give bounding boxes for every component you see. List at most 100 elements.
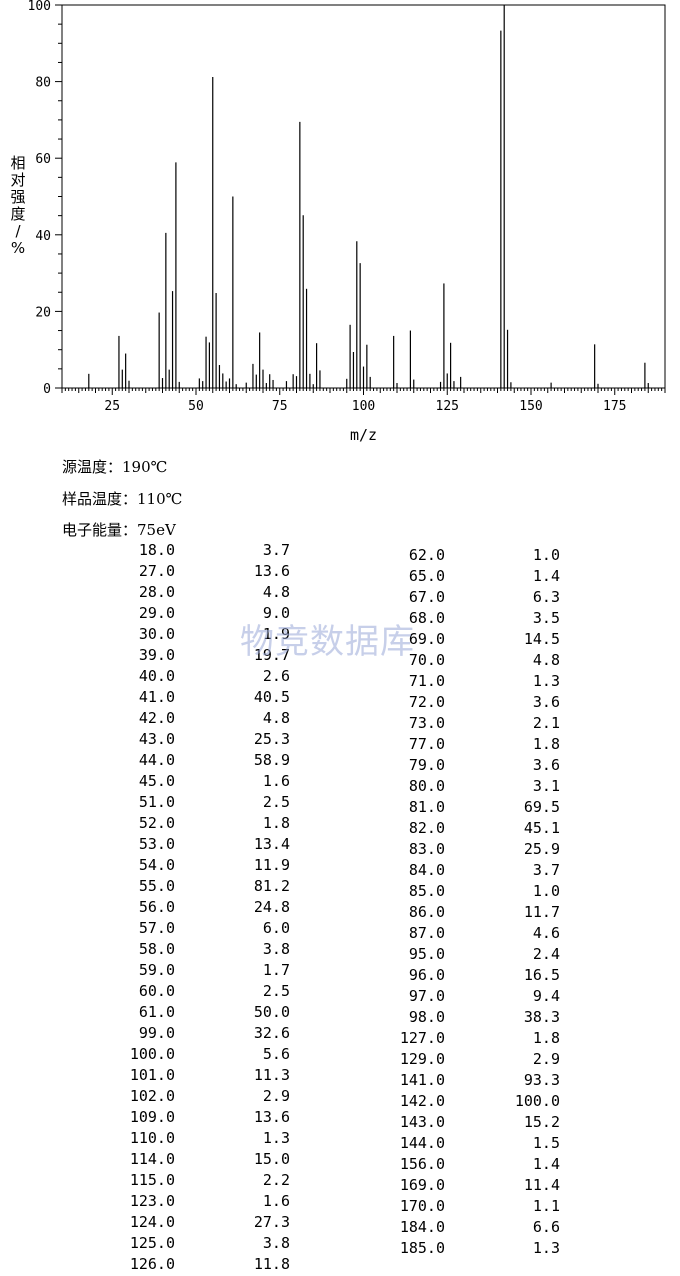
table-row: 129.0 2.9 <box>370 1049 560 1070</box>
plot-frame <box>61 4 666 389</box>
mz-value: 126.0 <box>129 1255 175 1273</box>
table-row: 41.0 40.5 <box>100 687 290 708</box>
table-row: 185.0 1.3 <box>370 1238 560 1259</box>
abundance-value: 50.0 <box>253 1003 290 1021</box>
abundance-value: 1.3 <box>532 672 560 690</box>
table-row: 82.0 45.1 <box>370 818 560 839</box>
mz-value: 86.0 <box>408 903 445 921</box>
table-row: 124.0 27.3 <box>100 1212 290 1233</box>
table-row: 57.0 6.0 <box>100 918 290 939</box>
table-row: 60.0 2.5 <box>100 981 290 1002</box>
watermark: 物竞数据库 <box>240 622 415 662</box>
table-row: 127.0 1.8 <box>370 1028 560 1049</box>
mz-value: 69.0 <box>408 630 445 648</box>
table-row: 96.0 16.5 <box>370 965 560 986</box>
abundance-value: 45.1 <box>523 819 560 837</box>
abundance-value: 1.6 <box>262 1192 290 1210</box>
table-row: 59.0 1.7 <box>100 960 290 981</box>
mz-value: 127.0 <box>399 1029 445 1047</box>
abundance-value: 1.3 <box>532 1239 560 1257</box>
mz-value: 99.0 <box>138 1024 175 1042</box>
y-tick-label: 100 <box>28 0 51 14</box>
x-tick-label: 75 <box>272 399 288 414</box>
mz-value: 55.0 <box>138 877 175 895</box>
abundance-value: 3.7 <box>532 861 560 879</box>
abundance-value: 25.3 <box>253 730 290 748</box>
abundance-value: 1.3 <box>262 1129 290 1147</box>
table-row: 18.0 3.7 <box>100 540 290 561</box>
table-row: 62.0 1.0 <box>370 545 560 566</box>
mz-value: 143.0 <box>399 1113 445 1131</box>
table-row: 79.0 3.6 <box>370 755 560 776</box>
abundance-value: 9.0 <box>262 604 290 622</box>
source-temperature-label: 源温度： <box>62 458 123 476</box>
abundance-value: 13.4 <box>253 835 290 853</box>
table-row: 87.0 4.6 <box>370 923 560 944</box>
mz-value: 144.0 <box>399 1134 445 1152</box>
abundance-value: 3.6 <box>532 693 560 711</box>
mz-value: 67.0 <box>408 588 445 606</box>
mz-value: 27.0 <box>138 562 175 580</box>
abundance-value: 6.0 <box>262 919 290 937</box>
abundance-value: 1.7 <box>262 961 290 979</box>
mz-value: 59.0 <box>138 961 175 979</box>
table-row: 72.0 3.6 <box>370 692 560 713</box>
abundance-value: 3.8 <box>262 940 290 958</box>
abundance-value: 1.8 <box>532 1029 560 1047</box>
mz-value: 60.0 <box>138 982 175 1000</box>
mz-value: 142.0 <box>399 1092 445 1110</box>
table-row: 123.0 1.6 <box>100 1191 290 1212</box>
abundance-value: 1.8 <box>262 814 290 832</box>
table-row: 53.0 13.4 <box>100 834 290 855</box>
abundance-value: 1.0 <box>532 882 560 900</box>
abundance-value: 6.6 <box>532 1218 560 1236</box>
mz-value: 95.0 <box>408 945 445 963</box>
abundance-value: 5.6 <box>262 1045 290 1063</box>
abundance-value: 16.5 <box>523 966 560 984</box>
abundance-value: 15.2 <box>523 1113 560 1131</box>
table-row: 100.0 5.6 <box>100 1044 290 1065</box>
y-tick-label: 20 <box>35 305 51 320</box>
mz-value: 123.0 <box>129 1192 175 1210</box>
table-row: 97.0 9.4 <box>370 986 560 1007</box>
abundance-value: 1.4 <box>532 567 560 585</box>
table-row: 169.0 11.4 <box>370 1175 560 1196</box>
sample-temperature-value: 110℃ <box>137 490 183 508</box>
abundance-value: 58.9 <box>253 751 290 769</box>
chart-peaks <box>88 5 649 388</box>
abundance-value: 3.7 <box>262 541 290 559</box>
table-row: 54.0 11.9 <box>100 855 290 876</box>
abundance-value: 14.5 <box>523 630 560 648</box>
abundance-value: 1.6 <box>262 772 290 790</box>
y-tick-label: 40 <box>35 229 51 244</box>
table-row: 184.0 6.6 <box>370 1217 560 1238</box>
mz-value: 43.0 <box>138 730 175 748</box>
mz-value: 72.0 <box>408 693 445 711</box>
mz-value: 97.0 <box>408 987 445 1005</box>
table-row: 85.0 1.0 <box>370 881 560 902</box>
table-row: 44.0 58.9 <box>100 750 290 771</box>
table-row: 29.0 9.0 <box>100 603 290 624</box>
table-row: 142.0 100.0 <box>370 1091 560 1112</box>
mz-value: 83.0 <box>408 840 445 858</box>
mz-value: 77.0 <box>408 735 445 753</box>
x-tick-label: 125 <box>436 399 459 414</box>
table-row: 95.0 2.4 <box>370 944 560 965</box>
mz-value: 58.0 <box>138 940 175 958</box>
y-axis-title: 相对强度/% <box>10 154 25 257</box>
abundance-value: 1.5 <box>532 1134 560 1152</box>
mz-value: 185.0 <box>399 1239 445 1257</box>
abundance-value: 2.9 <box>532 1050 560 1068</box>
abundance-value: 2.4 <box>532 945 560 963</box>
x-tick-label: 150 <box>519 399 542 414</box>
electron-energy-label: 电子能量： <box>62 521 138 539</box>
abundance-value: 32.6 <box>253 1024 290 1042</box>
table-row: 83.0 25.9 <box>370 839 560 860</box>
abundance-value: 11.7 <box>523 903 560 921</box>
abundance-value: 9.4 <box>532 987 560 1005</box>
table-row: 55.0 81.2 <box>100 876 290 897</box>
mz-value: 44.0 <box>138 751 175 769</box>
table-row: 27.0 13.6 <box>100 561 290 582</box>
abundance-value: 2.2 <box>262 1171 290 1189</box>
abundance-value: 2.9 <box>262 1087 290 1105</box>
